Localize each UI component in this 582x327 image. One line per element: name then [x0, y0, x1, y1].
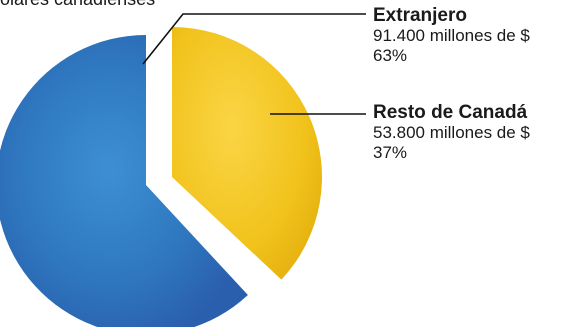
pie-slice-resto-de-canada [172, 27, 322, 280]
label-resto-amount: 53.800 millones de $ [373, 123, 530, 142]
pie-slice-extranjero [0, 35, 248, 327]
label-extranjero-amount: 91.400 millones de $ [373, 26, 530, 45]
leader-line-extranjero [142, 13, 366, 65]
label-resto-percent: 37% [373, 143, 408, 162]
label-extranjero-name: Extranjero [373, 5, 467, 26]
label-resto-name: Resto de Canadá [373, 102, 528, 123]
label-extranjero-percent: 63% [373, 46, 408, 65]
legend-resto-de-canada: Resto de Canadá 53.800 millones de $ 37% [373, 103, 530, 163]
partial-caption: olares canadienses [0, 0, 155, 10]
legend-extranjero: Extranjero 91.400 millones de $ 63% [373, 6, 530, 66]
